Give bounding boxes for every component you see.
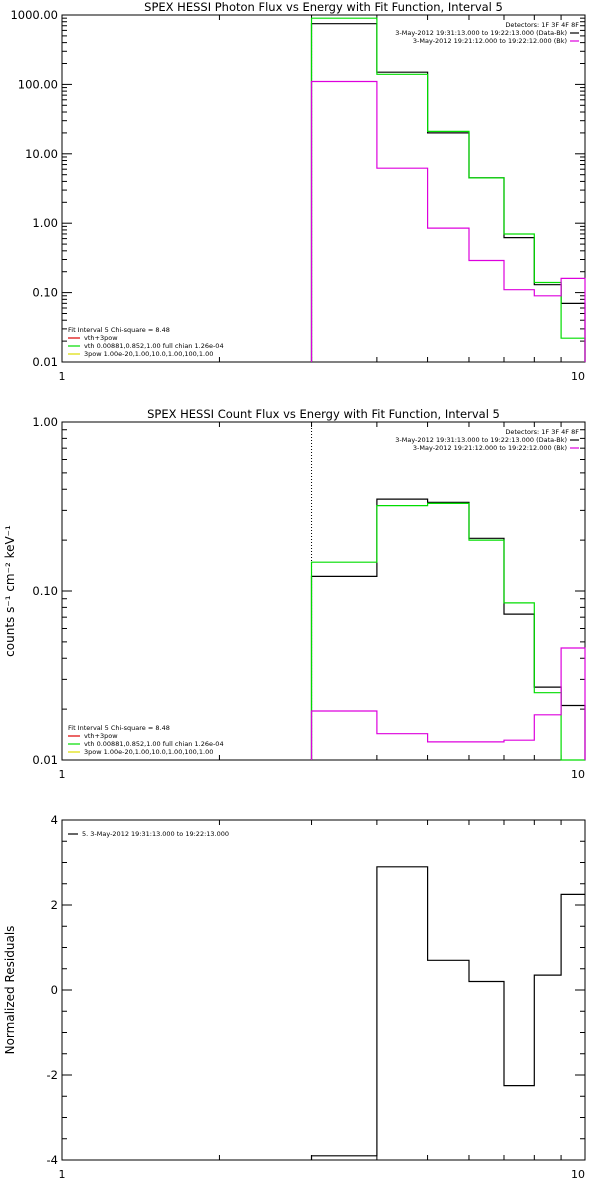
legend-detectors: Detectors: 1F 3F 4F 8F (505, 428, 579, 436)
y-tick-label: 0.10 (32, 286, 58, 300)
legend-entry-label: 3-May-2012 19:31:13.000 to 19:22:13.000 … (395, 29, 567, 37)
series-line-0 (310, 866, 585, 1160)
fit-legend-label: vth+3pow (84, 334, 118, 342)
y-tick-label: 10.00 (25, 147, 58, 161)
y-tick-label: 0.01 (32, 355, 58, 369)
y-tick-label: 100.00 (18, 77, 58, 91)
y-tick-label: 1000.00 (10, 8, 58, 22)
plot-frame (61, 14, 586, 363)
y-tick-label: 1.00 (32, 415, 58, 429)
y-tick-label: 4 (51, 813, 58, 827)
y-axis-label: counts s⁻¹ cm⁻² keV⁻¹ (3, 525, 17, 657)
x-tick-label: 10 (571, 1168, 585, 1181)
legend-entry-label: 3-May-2012 19:21:12.000 to 19:22:12.000 … (413, 37, 567, 45)
y-tick-label: 2 (51, 898, 58, 912)
y-tick-label: 0.01 (32, 753, 58, 767)
fit-legend-label: 3pow 1.00e-20,1.00,10.0,1.00,100,1.00 (84, 350, 213, 358)
x-tick-label: 1 (59, 1168, 66, 1181)
fit-legend-label: vth+3pow (84, 732, 118, 740)
plot-frame (61, 819, 586, 1161)
series-line-2 (310, 647, 586, 760)
legend-detectors: Detectors: 1F 3F 4F 8F (505, 21, 579, 29)
y-tick-label: 0.10 (32, 584, 58, 598)
fit-legend-label: 3pow 1.00e-20,1.00,10.0,1.00,100,1.00 (84, 748, 213, 756)
series-line-0 (310, 498, 586, 760)
series-line-1 (310, 502, 585, 761)
y-axis-label: Normalized Residuals (3, 926, 17, 1055)
x-tick-label: 1 (59, 768, 66, 781)
legend-entry-label: 5. 3-May-2012 19:31:13.000 to 19:22:13.0… (82, 830, 229, 838)
residuals-panel: 1 10 -4 -2 0 2 4 Normalized Residuals 5. 3-May-2… (3, 813, 586, 1181)
fit-legend-header: Fit Interval 5 Chi-square = 8.48 (68, 724, 170, 732)
series-line-0 (310, 23, 586, 362)
y-tick-label: -4 (47, 1153, 58, 1167)
series-line-2 (310, 80, 586, 362)
series-line-1 (310, 17, 586, 362)
x-tick-label: 10 (571, 768, 585, 781)
chart-title: SPEX HESSI Photon Flux vs Energy with Fi… (144, 0, 503, 14)
y-tick-label: -2 (47, 1068, 58, 1082)
fit-legend-header: Fit Interval 5 Chi-square = 8.48 (68, 326, 170, 334)
x-tick-label: 1 (59, 370, 66, 383)
photon-flux-panel: SPEX HESSI Photon Flux vs Energy with Fi… (10, 0, 586, 383)
legend-entry-label: 3-May-2012 19:31:13.000 to 19:22:13.000 … (395, 436, 567, 444)
count-flux-panel: SPEX HESSI Count Flux vs Energy with Fit… (3, 407, 586, 781)
legend-entry-label: 3-May-2012 19:21:12.000 to 19:22:12.000 … (413, 444, 567, 452)
y-tick-label: 0 (51, 983, 58, 997)
fit-legend-label: vth 0.00881,0.852,1.00 full chian 1.26e-… (84, 740, 224, 748)
chart-title: SPEX HESSI Count Flux vs Energy with Fit… (147, 407, 500, 421)
y-tick-label: 1.00 (32, 216, 58, 230)
plot-frame (61, 421, 586, 761)
x-tick-label: 10 (571, 370, 585, 383)
fit-legend-label: vth 0.00881,0.852,1.00 full chian 1.26e-… (84, 342, 224, 350)
